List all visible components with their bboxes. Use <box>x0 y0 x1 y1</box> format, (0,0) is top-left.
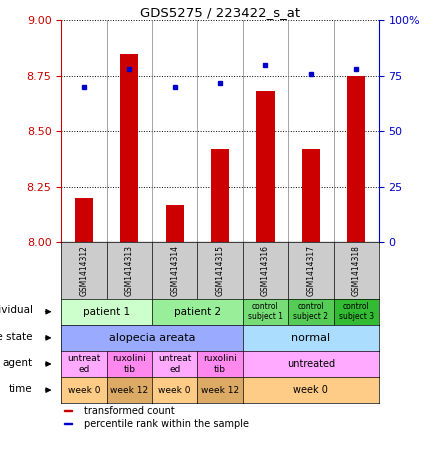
Text: transformed count: transformed count <box>84 406 174 416</box>
Bar <box>120 54 138 242</box>
Text: normal: normal <box>291 333 330 343</box>
Text: GSM1414318: GSM1414318 <box>352 245 360 296</box>
Text: GSM1414314: GSM1414314 <box>170 245 179 296</box>
Text: agent: agent <box>2 358 32 368</box>
Text: untreat
ed: untreat ed <box>67 354 101 374</box>
Title: GDS5275 / 223422_s_at: GDS5275 / 223422_s_at <box>140 6 300 19</box>
Text: GSM1414317: GSM1414317 <box>306 245 315 296</box>
Text: GSM1414312: GSM1414312 <box>80 245 88 296</box>
Text: week 0: week 0 <box>68 386 100 395</box>
Text: GSM1414315: GSM1414315 <box>215 245 225 296</box>
Text: control
subject 1: control subject 1 <box>248 302 283 322</box>
Bar <box>302 149 320 242</box>
Text: percentile rank within the sample: percentile rank within the sample <box>84 419 248 429</box>
Text: week 0: week 0 <box>159 386 191 395</box>
Text: GSM1414316: GSM1414316 <box>261 245 270 296</box>
Bar <box>75 198 93 242</box>
Text: patient 1: patient 1 <box>83 307 130 317</box>
Text: individual: individual <box>0 305 32 315</box>
Bar <box>211 149 229 242</box>
Text: disease state: disease state <box>0 332 32 342</box>
Text: patient 2: patient 2 <box>174 307 221 317</box>
Text: week 12: week 12 <box>110 386 148 395</box>
Text: alopecia areata: alopecia areata <box>109 333 195 343</box>
Text: untreated: untreated <box>287 359 335 369</box>
Text: week 0: week 0 <box>293 385 328 395</box>
Bar <box>166 205 184 242</box>
Text: ruxolini
tib: ruxolini tib <box>203 354 237 374</box>
Text: control
subject 2: control subject 2 <box>293 302 328 322</box>
Text: ruxolini
tib: ruxolini tib <box>113 354 146 374</box>
Text: GSM1414313: GSM1414313 <box>125 245 134 296</box>
Text: untreat
ed: untreat ed <box>158 354 191 374</box>
Text: control
subject 3: control subject 3 <box>339 302 374 322</box>
Text: week 12: week 12 <box>201 386 239 395</box>
Bar <box>256 92 275 242</box>
Bar <box>347 76 365 242</box>
Text: time: time <box>9 384 32 394</box>
Bar <box>64 410 72 411</box>
